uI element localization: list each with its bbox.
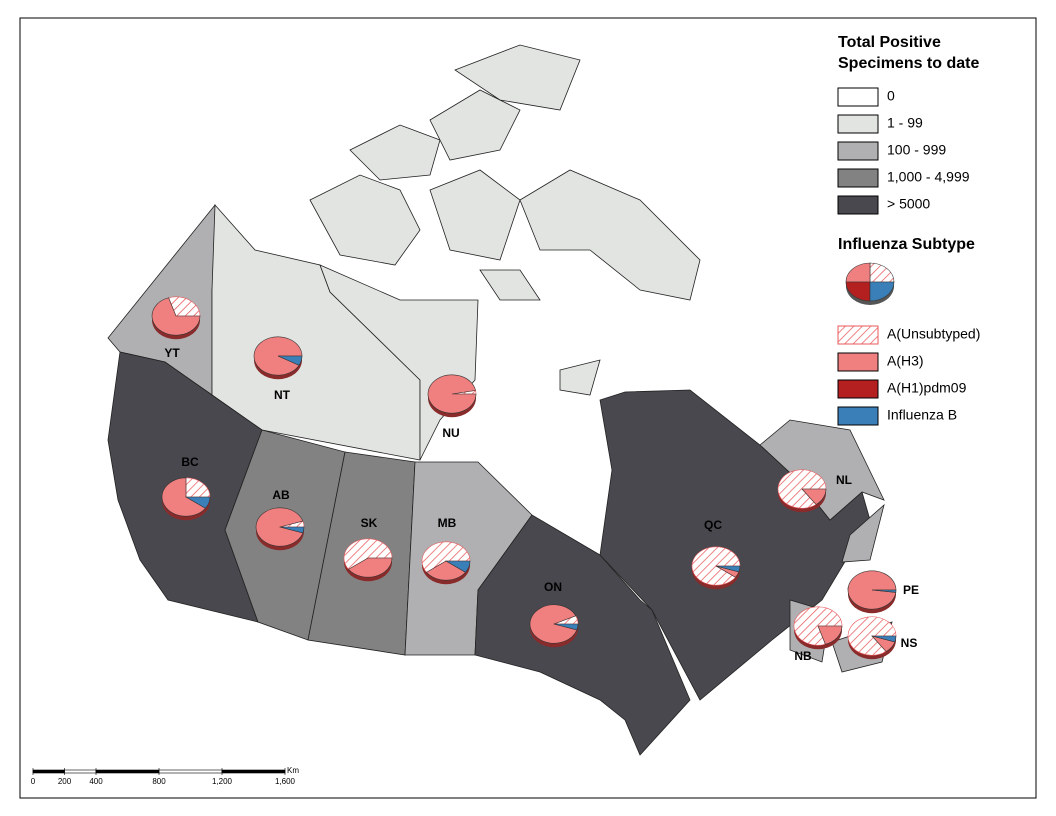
pie-slice: [715, 565, 741, 573]
legend-pie-slice: [869, 262, 895, 283]
province-label: ON: [544, 580, 562, 594]
legend-swatch: [837, 195, 879, 215]
pie-slice: [255, 507, 304, 547]
legend-swatch: [837, 325, 879, 345]
scale-segment: [95, 769, 160, 774]
legend-label: Influenza B: [887, 407, 957, 423]
province-label: AB: [272, 488, 290, 502]
scale-label: 400: [89, 777, 103, 786]
legend-swatch: [837, 168, 879, 188]
pie-slice: [277, 355, 303, 366]
pie-slice: [279, 526, 305, 534]
scale-segment: [64, 769, 97, 774]
province-label: MB: [438, 516, 457, 530]
scale-segment: [32, 769, 65, 774]
province-label: NU: [442, 426, 459, 440]
province-label: NS: [901, 636, 918, 650]
legend-label: 100 - 999: [887, 142, 946, 158]
scale-segment: [158, 769, 223, 774]
pie-slice: [871, 635, 897, 643]
legend-pie-slice: [845, 262, 871, 283]
province-label: NB: [794, 649, 812, 663]
legend-pie-slice: [869, 281, 895, 302]
pie-slice: [184, 496, 211, 509]
pie-slice: [348, 557, 393, 578]
legend-label: A(H1)pdm09: [887, 380, 967, 396]
legend-pie-slice: [845, 281, 871, 302]
scale-label: 800: [152, 777, 166, 786]
legend-label: 1,000 - 4,999: [887, 169, 970, 185]
province-label: NL: [836, 473, 852, 487]
legend: Total Positive Specimens to date 0 1 - 99 10…: [837, 34, 980, 426]
scale-unit: Km: [287, 766, 299, 775]
pie-slice: [421, 541, 471, 573]
legend-label: 1 - 99: [887, 115, 923, 131]
province-label: NT: [274, 388, 291, 402]
province-label: PE: [903, 583, 919, 597]
legend-label: > 5000: [887, 196, 930, 212]
legend-label: 0: [887, 88, 895, 104]
province: [474, 514, 691, 756]
province: [841, 503, 885, 563]
pies: YT NT NU BC AB SK MB ON QC NL PE NB NS: [151, 296, 919, 663]
legend-label: A(Unsubtyped): [887, 326, 980, 342]
province-label: YT: [164, 346, 180, 360]
legend-swatch: [837, 87, 879, 107]
legend-swatch: [837, 141, 879, 161]
legend-title: Total Positive: [838, 34, 941, 51]
pie-slice: [817, 625, 843, 645]
pie-slice: [151, 297, 201, 336]
scale-label: 1,600: [275, 777, 296, 786]
pie-slice: [801, 488, 827, 505]
pie-slice: [426, 560, 466, 581]
province-label: QC: [704, 518, 722, 532]
scale-label: 1,200: [212, 777, 233, 786]
legend-label: A(H3): [887, 353, 924, 369]
scale-label: 200: [58, 777, 72, 786]
legend-title: Influenza Subtype: [838, 236, 975, 253]
pie-slice: [871, 589, 897, 593]
legend-swatch: [837, 379, 879, 399]
arctic-islands: [309, 44, 701, 396]
scale-bar: 0 200 400 800 1,200 1,600 Km: [31, 766, 300, 786]
pie-slice: [793, 606, 843, 646]
legend-swatch: [837, 406, 879, 426]
province-label: SK: [361, 516, 378, 530]
scale-segment: [221, 769, 286, 774]
pie-slice: [161, 477, 206, 517]
pie-slice: [553, 623, 579, 631]
pie-slice: [427, 374, 477, 414]
pie-slice: [529, 604, 578, 644]
scale-label: 0: [31, 777, 36, 786]
legend-swatch: [837, 352, 879, 372]
pie-slice: [185, 477, 211, 498]
legend-title: Specimens to date: [838, 55, 979, 72]
legend-swatch: [837, 114, 879, 134]
pie-slice: [168, 296, 201, 317]
pie-slice: [343, 538, 393, 570]
province-label: BC: [181, 455, 199, 469]
pie-slice: [444, 560, 471, 573]
